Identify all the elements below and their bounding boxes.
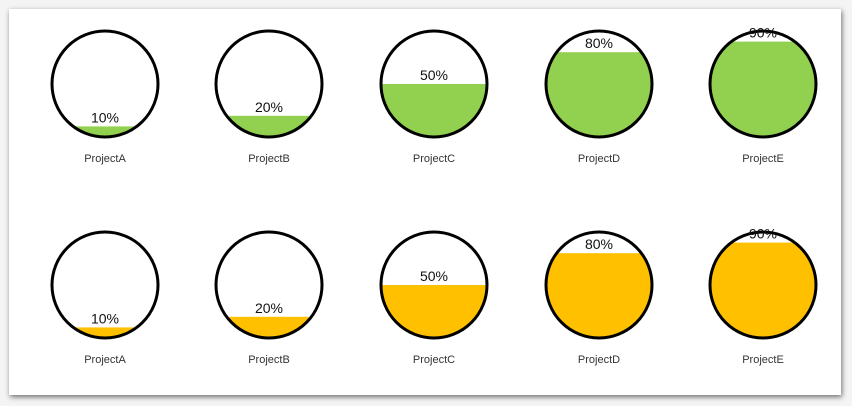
gauge-row-2: 10% ProjectA 20% ProjectB 50% ProjectC 80% Proj… (50, 226, 818, 366)
gauge-outline (50, 230, 160, 340)
gauge-ProjectD: 80% ProjectD (544, 29, 654, 165)
gauge-ProjectE: 90% ProjectE (708, 25, 818, 165)
gauge-ProjectD: 80% ProjectD (544, 230, 654, 366)
gauge-category-label: ProjectE (742, 354, 784, 366)
gauge-fill (710, 41, 816, 137)
gauge-fill (546, 253, 652, 338)
gauge-fill (710, 242, 816, 338)
gauge-outline (214, 29, 324, 139)
gauge-category-label: ProjectD (578, 354, 620, 366)
gauge-value-label: 10% (91, 109, 119, 125)
gauge-outline (214, 230, 324, 340)
gauge-ProjectA: 10% ProjectA (50, 230, 160, 366)
gauge-fill (52, 126, 158, 137)
gauge-value-label: 20% (255, 99, 283, 115)
gauge-category-label: ProjectD (578, 153, 620, 165)
gauge-outline (379, 230, 489, 340)
gauge-value-label: 20% (255, 300, 283, 316)
gauge-outline (708, 230, 818, 340)
gauge-value-label: 50% (420, 67, 448, 83)
gauge-outline (544, 29, 654, 139)
gauge-fill (546, 52, 652, 137)
gauge-outline (379, 29, 489, 139)
gauge-fill (381, 285, 487, 338)
gauge-fill (381, 84, 487, 137)
gauge-ProjectA: 10% ProjectA (50, 29, 160, 165)
gauge-category-label: ProjectB (248, 354, 290, 366)
gauge-category-label: ProjectE (742, 153, 784, 165)
gauge-value-label: 80% (585, 35, 613, 51)
gauge-value-label: 10% (91, 310, 119, 326)
gauge-category-label: ProjectA (84, 153, 126, 165)
gauge-outline (50, 29, 160, 139)
gauge-category-label: ProjectB (248, 153, 290, 165)
gauge-category-label: ProjectA (84, 354, 126, 366)
gauge-ProjectB: 20% ProjectB (214, 29, 324, 165)
gauge-category-label: ProjectC (413, 354, 455, 366)
gauge-ProjectB: 20% ProjectB (214, 230, 324, 366)
gauge-outline (708, 29, 818, 139)
gauge-row-1: 10% ProjectA 20% ProjectB 50% ProjectC 80% Proj… (50, 25, 818, 165)
gauge-fill (216, 115, 322, 137)
gauge-value-label: 90% (749, 226, 777, 242)
gauge-value-label: 80% (585, 236, 613, 252)
gauge-ProjectE: 90% ProjectE (708, 226, 818, 366)
gauge-ProjectC: 50% ProjectC (379, 230, 489, 366)
gauge-ProjectC: 50% ProjectC (379, 29, 489, 165)
gauge-category-label: ProjectC (413, 153, 455, 165)
gauge-value-label: 90% (749, 25, 777, 41)
gauge-value-label: 50% (420, 268, 448, 284)
gauge-outline (544, 230, 654, 340)
gauge-fill (52, 327, 158, 338)
gauge-fill (216, 316, 322, 338)
